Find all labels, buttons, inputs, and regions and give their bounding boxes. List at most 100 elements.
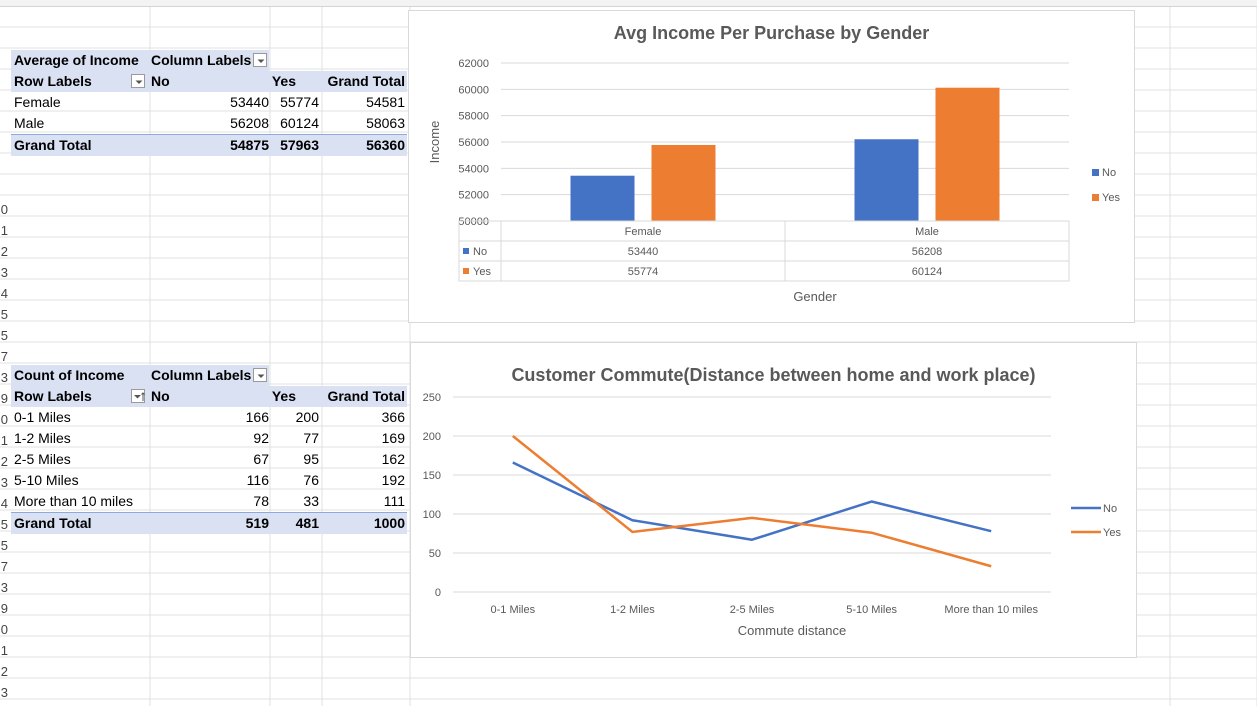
y-tick-label: 60000 [458, 84, 489, 96]
row-number[interactable]: 9 [0, 601, 8, 616]
y-tick-label: 56000 [458, 137, 489, 149]
bar-chart-avg-income[interactable]: Avg Income Per Purchase by Gender 50000 5… [408, 10, 1135, 323]
row-number[interactable]: 3 [0, 265, 8, 280]
data-label: 56208 [912, 246, 943, 258]
row-labels-dropdown-button[interactable] [131, 74, 145, 88]
series-line-no [512, 461, 992, 541]
grand-total-row[interactable]: Grand Total 54875 57963 56360 [11, 134, 407, 156]
row-number[interactable]: 7 [0, 349, 8, 364]
row-number[interactable]: 3 [0, 685, 8, 700]
x-tick-label: More than 10 miles [944, 604, 1038, 616]
pivot1-header-row-1: Average of Income Column Labels [11, 50, 269, 71]
row-number[interactable]: 3 [0, 580, 8, 595]
row-number[interactable]: 4 [0, 286, 8, 301]
line-chart-commute[interactable]: Customer Commute(Distance between home a… [410, 342, 1137, 658]
y-tick-label: 58000 [458, 111, 489, 123]
data-label: 60124 [912, 266, 943, 278]
chevron-down-icon [135, 80, 143, 84]
table-row[interactable]: 1-2 Miles 92 77 169 [11, 428, 407, 449]
value-yes: 200 [295, 409, 319, 425]
row-number[interactable]: 0 [0, 622, 8, 637]
value-yes: 60124 [280, 115, 319, 131]
pivot1-col-total: Grand Total [327, 73, 405, 89]
row-number[interactable]: 5 [0, 517, 8, 532]
value-yes: 33 [303, 493, 319, 509]
row-number[interactable]: 2 [0, 454, 8, 469]
value-no: 54875 [230, 137, 269, 153]
column-labels-dropdown-button[interactable] [253, 368, 267, 382]
series-name: No [473, 246, 487, 258]
row-number[interactable]: 9 [0, 391, 8, 406]
column-header-strip[interactable] [0, 0, 1257, 7]
legend-key-no [463, 248, 469, 254]
value-total: 58063 [366, 115, 405, 131]
value-no: 166 [245, 409, 269, 425]
row-label: Female [14, 94, 61, 110]
row-number[interactable]: 7 [0, 559, 8, 574]
chart2-title: Customer Commute(Distance between home a… [511, 365, 1036, 385]
row-label: 5-10 Miles [14, 472, 79, 488]
y-tick-label: 200 [423, 431, 441, 443]
value-total: 366 [381, 409, 405, 425]
y-tick-label: 50 [429, 548, 441, 560]
x-axis-label: Gender [793, 289, 837, 304]
bar-yes [935, 87, 1000, 221]
pivot2-column-labels: Column Labels [151, 367, 252, 383]
bar-no [854, 139, 919, 221]
row-labels-sort-filter-button[interactable] [131, 389, 145, 403]
pivot1-row-labels: Row Labels [14, 73, 92, 89]
table-row[interactable]: More than 10 miles 78 33 111 [11, 491, 407, 512]
legend-key-yes [463, 268, 469, 274]
grand-total-row[interactable]: Grand Total 519 481 1000 [11, 512, 407, 534]
value-yes: 481 [295, 515, 319, 531]
row-number[interactable]: 1 [0, 643, 8, 658]
row-number[interactable]: 2 [0, 664, 8, 679]
table-row[interactable]: 0-1 Miles 166 200 366 [11, 407, 407, 428]
value-no: 67 [253, 451, 269, 467]
row-label: More than 10 miles [14, 493, 134, 509]
x-tick-label: 2-5 Miles [730, 604, 775, 616]
row-number[interactable]: 0 [0, 412, 8, 427]
bar-yes [651, 144, 716, 221]
row-number[interactable]: 0 [0, 202, 8, 217]
y-tick-label: 52000 [458, 190, 489, 202]
pivot2-header-row-2: Row Labels No Yes Grand Total [11, 386, 407, 407]
value-total: 54581 [366, 94, 405, 110]
pivot2-title: Count of Income [14, 367, 125, 383]
row-number[interactable]: 5 [0, 328, 8, 343]
row-number[interactable]: 4 [0, 496, 8, 511]
x-axis-label: Commute distance [738, 623, 846, 638]
row-number[interactable]: 1 [0, 433, 8, 448]
value-yes: 76 [303, 472, 319, 488]
row-label: Grand Total [14, 515, 92, 531]
legend-label: Yes [1103, 527, 1121, 539]
value-yes: 77 [303, 430, 319, 446]
table-row[interactable]: 2-5 Miles 67 95 162 [11, 449, 407, 470]
row-number[interactable]: 2 [0, 244, 8, 259]
row-number[interactable]: 3 [0, 370, 8, 385]
table-row[interactable]: 5-10 Miles 116 76 192 [11, 470, 407, 491]
column-labels-dropdown-button[interactable] [253, 53, 267, 67]
row-number[interactable]: 5 [0, 538, 8, 553]
table-row[interactable]: Female 53440 55774 54581 [11, 92, 407, 113]
value-no: 56208 [230, 115, 269, 131]
pivot1-title: Average of Income [14, 52, 139, 68]
row-number[interactable]: 3 [0, 475, 8, 490]
category-label: Female [625, 226, 662, 238]
chevron-down-icon [257, 59, 265, 63]
y-tick-label: 54000 [458, 163, 489, 175]
y-tick-label: 100 [423, 509, 441, 521]
row-number[interactable]: 5 [0, 307, 8, 322]
value-yes: 57963 [280, 137, 319, 153]
chart1-plot: 50000 52000 54000 56000 58000 60000 62000 Incom… [427, 58, 1120, 304]
legend-label: No [1103, 503, 1117, 515]
row-number[interactable]: 1 [0, 223, 8, 238]
value-total: 1000 [373, 515, 405, 531]
y-tick-label: 150 [423, 470, 441, 482]
series-name: Yes [473, 266, 491, 278]
value-total: 111 [383, 493, 405, 509]
bar-no [570, 175, 635, 221]
table-row[interactable]: Male 56208 60124 58063 [11, 113, 407, 134]
data-table-border [458, 220, 1070, 282]
x-tick-label: 1-2 Miles [610, 604, 655, 616]
